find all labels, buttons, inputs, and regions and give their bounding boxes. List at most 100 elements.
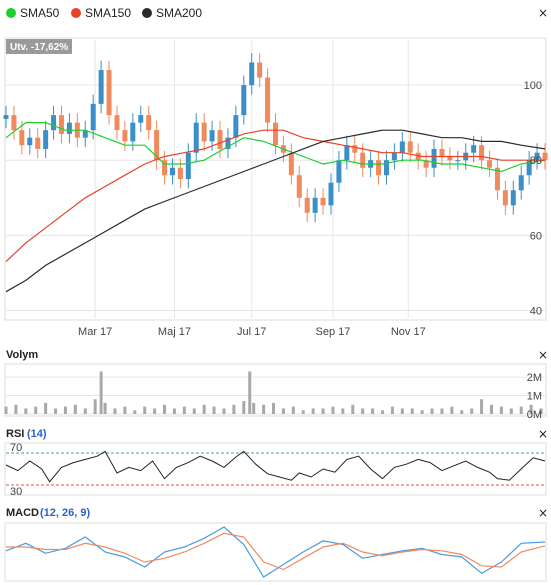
- close-icon-volume[interactable]: ×: [538, 348, 548, 362]
- legend-dot-sma50: [6, 8, 16, 18]
- candle-body-55: [439, 148, 445, 157]
- candle-body-28: [225, 137, 231, 149]
- candle-body-3: [27, 137, 33, 146]
- volume-bar-4: [44, 402, 48, 414]
- date-x-tick-1: Maj 17: [158, 326, 191, 338]
- volume-bar-12: [113, 408, 117, 414]
- candle-body-54: [431, 148, 437, 168]
- candle-body-11: [90, 103, 96, 131]
- close-icon-rsi[interactable]: ×: [538, 427, 548, 441]
- legend-label-sma50: SMA50: [20, 6, 60, 20]
- volume-bar-53: [509, 408, 513, 414]
- volume-bar-8: [83, 408, 87, 414]
- close-icon-main[interactable]: ×: [538, 6, 548, 20]
- volume-bar-45: [430, 408, 434, 414]
- volume-bar-7: [73, 404, 77, 414]
- candle-body-4: [35, 137, 41, 149]
- legend-item-sma150[interactable]: SMA150: [71, 6, 131, 20]
- volume-bar-44: [420, 410, 424, 414]
- candle-body-27: [217, 130, 223, 149]
- volume-bar-51: [489, 404, 493, 414]
- legend-item-sma50[interactable]: SMA50: [6, 6, 60, 20]
- change-badge: Utv. -17,62%: [10, 42, 68, 53]
- volume-bar-35: [331, 406, 335, 414]
- candle-body-53: [423, 160, 429, 168]
- volume-bar-37: [351, 404, 355, 414]
- candle-body-29: [233, 115, 239, 138]
- candle-body-68: [542, 152, 548, 161]
- volume-bar-26: [248, 371, 252, 414]
- macd-title: MACD: [6, 507, 39, 519]
- price-y-tick-80: 80: [530, 155, 542, 167]
- volume-bar-20: [192, 408, 196, 414]
- candle-body-48: [383, 160, 389, 176]
- candle-body-5: [43, 130, 49, 149]
- candle-body-16: [130, 122, 136, 142]
- candle-body-15: [122, 130, 128, 142]
- candle-body-56: [447, 156, 453, 161]
- volume-y-ticks: 2M 1M 0M: [527, 372, 542, 421]
- volume-bar-11: [103, 402, 107, 414]
- legend-label-sma150: SMA150: [85, 6, 131, 20]
- volume-bar-15: [143, 406, 147, 414]
- candle-body-8: [66, 122, 72, 134]
- volume-bar-28: [262, 404, 266, 414]
- price-panel: 40 60 80 100 Mar 17 Maj 17 Jul 17 Sep 17 Nov 17…: [3, 37, 548, 338]
- volume-bar-47: [450, 406, 454, 414]
- volume-bar-5: [54, 408, 58, 414]
- candle-body-63: [502, 190, 508, 206]
- rsi-series-line: [5, 450, 546, 483]
- date-x-ticks: Mar 17 Maj 17 Jul 17 Sep 17 Nov 17: [78, 326, 426, 338]
- volume-bar-43: [410, 408, 414, 414]
- candle-body-44: [352, 145, 358, 153]
- candle-body-49: [391, 152, 397, 161]
- candle-body-26: [209, 130, 215, 142]
- candle-body-12: [98, 70, 104, 104]
- close-icon-macd[interactable]: ×: [538, 506, 548, 520]
- candle-body-17: [138, 115, 144, 123]
- price-y-tick-100: 100: [524, 80, 542, 92]
- price-panel-frame: [4, 37, 547, 321]
- rsi-levels: 70 30: [6, 442, 545, 498]
- volume-bar-41: [390, 406, 394, 414]
- volume-bar-52: [499, 406, 503, 414]
- legend-item-sma200[interactable]: SMA200: [142, 6, 202, 20]
- volume-bar-48: [460, 410, 464, 414]
- candle-body-59: [471, 145, 477, 153]
- volume-bar-49: [470, 408, 474, 414]
- volume-panel-frame: [4, 363, 547, 417]
- macd-panel: MACD (12, 26, 9) ×: [4, 506, 548, 582]
- volume-bar-24: [232, 404, 236, 414]
- volume-y-tick-2: 0M: [527, 409, 542, 421]
- candle-body-32: [257, 62, 263, 78]
- sma-line-sma200: [5, 129, 546, 293]
- candle-body-40: [320, 197, 326, 206]
- legend-dot-sma200: [142, 8, 152, 18]
- macd-lines: [5, 526, 546, 578]
- volume-bar-13: [123, 406, 127, 414]
- candle-body-42: [336, 160, 342, 183]
- candle-body-18: [146, 115, 152, 131]
- candle-body-65: [518, 175, 524, 191]
- legend-label-sma200: SMA200: [156, 6, 202, 20]
- volume-bar-54: [519, 406, 523, 414]
- candle-body-31: [249, 62, 255, 86]
- candle-body-64: [510, 190, 516, 206]
- volume-bar-32: [301, 410, 305, 414]
- volume-bar-42: [400, 408, 404, 414]
- candle-body-61: [487, 160, 493, 168]
- volume-bar-10: [99, 371, 103, 414]
- candle-body-41: [328, 182, 334, 206]
- candle-body-30: [241, 85, 247, 116]
- candle-body-19: [154, 130, 160, 161]
- candle-body-25: [201, 122, 207, 142]
- candle-body-37: [296, 175, 302, 198]
- price-y-ticks: 40 60 80 100: [524, 80, 542, 317]
- candle-body-39: [312, 197, 318, 213]
- volume-panel: Volym × 2M 1M 0M: [4, 348, 548, 421]
- candle-body-60: [479, 145, 485, 161]
- volume-y-tick-0: 2M: [527, 372, 542, 384]
- volume-bar-33: [311, 408, 315, 414]
- volume-bar-2: [24, 408, 28, 414]
- candle-body-43: [344, 145, 350, 161]
